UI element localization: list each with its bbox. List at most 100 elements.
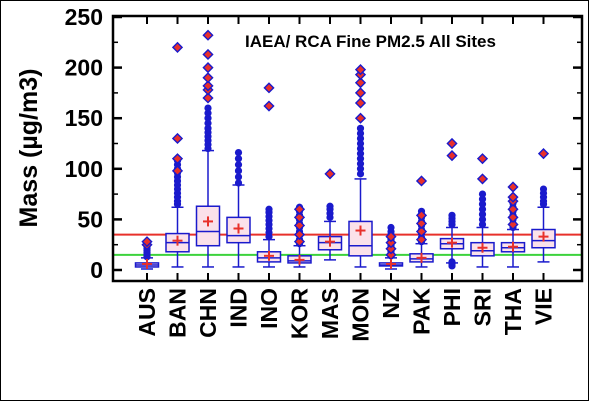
extreme-point [202,80,214,92]
extreme-point [415,175,428,187]
extreme-point [354,87,367,99]
extreme-point [385,231,397,243]
outlier-point [448,258,456,266]
outlier-point [539,185,548,193]
y-tick-label: 100 [65,156,103,182]
x-tick-label: SRI [470,288,496,326]
outlier-point [234,179,243,187]
outlier-point [356,134,365,143]
outlier-point [478,190,487,198]
outlier-point [356,150,365,158]
extreme-point [324,168,336,180]
box-phi [439,137,465,270]
x-tick-label: NZ [378,288,404,319]
extreme-point [415,234,428,246]
x-tick-label: INO [256,288,282,329]
extreme-point [507,218,519,231]
extreme-point [354,112,367,124]
outlier-point [356,129,365,137]
x-tick-label: BAN [165,288,191,338]
extreme-point [507,203,519,215]
box-chn [195,29,221,268]
outlier-point [204,114,212,122]
extreme-point [446,137,458,150]
outlier-point [356,144,365,153]
chart-title: IAEA/ RCA Fine PM2.5 All Sites [245,32,496,51]
extreme-point [202,72,214,84]
extreme-point [354,97,367,109]
extreme-point [293,203,306,215]
outlier-point [478,210,487,218]
extreme-point [476,153,489,165]
x-tick-label: VIE [531,288,557,325]
box-ino [256,82,282,268]
extreme-point [354,64,367,76]
extreme-point [354,77,367,89]
extreme-point [171,153,184,165]
outlier-point [356,155,365,163]
outlier-point [204,124,212,132]
x-tick-label: MON [348,288,374,342]
y-tick-label: 250 [65,4,103,30]
outlier-point [234,155,243,163]
extreme-point [385,237,397,249]
x-tick-label: MAS [317,288,343,339]
y-axis-label: Mass (µg/m3) [15,69,43,228]
outlier-point [478,200,487,208]
extreme-point [415,217,428,230]
extreme-point [507,211,519,223]
outlier-point [234,173,243,181]
x-tick-label: CHN [195,288,221,338]
extreme-point [293,219,306,232]
box-nz [378,223,404,270]
extreme-point [171,132,184,145]
outlier-point [234,161,243,169]
outlier-point [234,149,243,157]
extreme-point [507,181,519,193]
outlier-point [356,124,365,132]
box-sri [470,153,495,268]
outlier-point [204,104,212,112]
box-vie [531,148,556,263]
x-tick-label: THA [500,288,526,335]
outlier-point [478,195,487,203]
box-aus [134,236,160,270]
x-tick-label: AUS [134,288,160,337]
outlier-point [478,220,487,229]
extreme-point [202,29,214,41]
outlier-point [204,119,212,127]
extreme-point [263,100,275,112]
extreme-point [293,228,306,241]
box-ind [226,149,251,268]
outlier-point [234,167,243,175]
extreme-point [446,150,458,162]
extreme-point [171,41,184,53]
y-tick-label: 0 [90,257,103,283]
box-tha [500,181,526,268]
box-iqr [348,220,373,257]
plot-area-border [111,14,584,283]
x-tick-label: IND [226,288,252,328]
x-tick-label: KOR [287,288,313,340]
box-mas [317,168,343,261]
extreme-point [202,48,214,61]
extreme-point [202,92,214,104]
extreme-point [507,191,519,203]
outlier-point [356,170,365,178]
outlier-point [478,205,487,213]
extreme-point [293,236,306,248]
outlier-point [356,139,365,148]
outlier-point [204,109,212,117]
box-pak [409,175,434,268]
outlier-point [356,160,365,168]
plot-marks [113,29,582,270]
x-tick-label: PAK [409,288,435,335]
outlier-point [478,215,487,223]
outlier-point [356,165,365,173]
outlier-point [326,202,334,210]
extreme-point [385,243,397,255]
axes: 0 50 100 150 200 250 AUS BAN CHN IND INO KOR MAS MON N… [65,4,582,342]
extreme-point [141,236,153,248]
